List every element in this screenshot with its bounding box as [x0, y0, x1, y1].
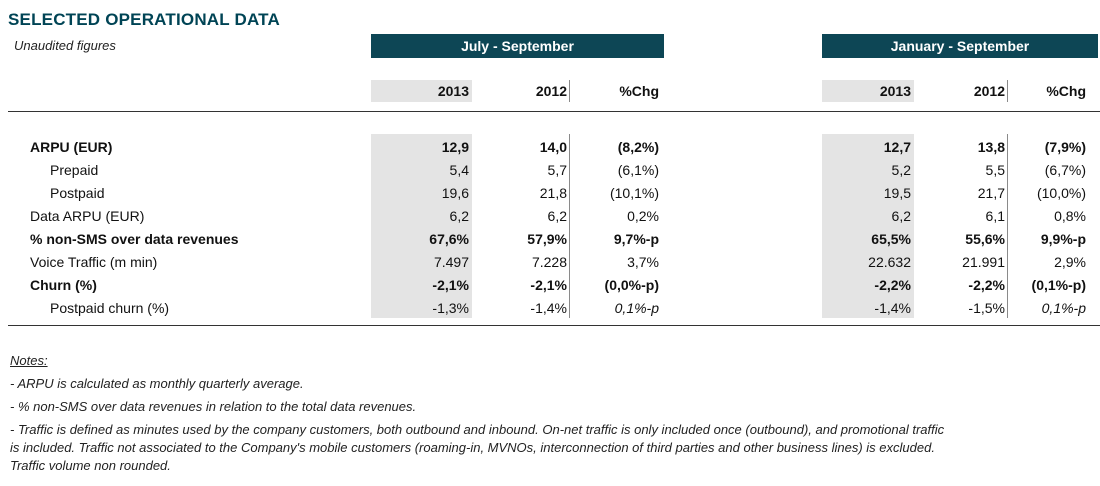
header-shade-ytd [822, 80, 914, 102]
cell-ytd-chg: (7,9%) [1044, 138, 1086, 155]
page-title: SELECTED OPERATIONAL DATA [8, 10, 280, 29]
row-label: Postpaid [50, 184, 105, 201]
period-band-ytd: January - September [822, 34, 1098, 58]
cell-ytd-2013: -1,4% [874, 299, 911, 316]
cell-ytd-chg: (6,7%) [1044, 161, 1086, 178]
cell-ytd-2013: -2,2% [874, 276, 911, 293]
cell-q-chg: (10,1%) [609, 184, 659, 201]
cell-ytd-2012: 21,7 [977, 184, 1005, 201]
cell-q-2013: -2,1% [432, 276, 469, 293]
table-top-rule [8, 111, 1100, 112]
row-label: % non-SMS over data revenues [30, 230, 239, 247]
cell-ytd-2012: -2,2% [968, 276, 1005, 293]
cell-ytd-chg: 0,8% [1054, 207, 1086, 224]
cell-q-2013: 67,6% [429, 230, 469, 247]
cell-q-chg: (0,0%-p) [604, 276, 659, 293]
header-2012-ytd: 2012 [973, 83, 1005, 99]
row-label: Data ARPU (EUR) [30, 207, 145, 224]
header-separator-q [569, 80, 570, 102]
note-line: - Traffic is defined as minutes used by … [10, 422, 945, 437]
cell-q-chg: 0,1%-p [614, 299, 659, 316]
cell-q-2012: 6,2 [547, 207, 567, 224]
cell-q-2012: 5,7 [547, 161, 567, 178]
cell-ytd-2012: 55,6% [965, 230, 1005, 247]
cell-q-chg: (6,1%) [617, 161, 659, 178]
column-separator-ytd [1007, 134, 1008, 318]
cell-q-chg: 9,7%-p [613, 230, 659, 247]
header-chg-ytd: %Chg [1046, 83, 1086, 99]
cell-ytd-2013: 19,5 [883, 184, 911, 201]
note-line: - ARPU is calculated as monthly quarterl… [10, 376, 304, 391]
cell-q-2012: -1,4% [530, 299, 567, 316]
row-label: ARPU (EUR) [30, 138, 113, 155]
page-subtitle: Unaudited figures [14, 38, 116, 53]
cell-ytd-2013: 6,2 [891, 207, 911, 224]
header-2013-q: 2013 [437, 83, 469, 99]
cell-q-chg: 0,2% [627, 207, 659, 224]
cell-q-chg: 3,7% [627, 253, 659, 270]
cell-ytd-chg: 2,9% [1054, 253, 1086, 270]
row-label: Postpaid churn (%) [50, 299, 170, 316]
cell-ytd-2012: 5,5 [985, 161, 1005, 178]
cell-ytd-2012: 21.991 [962, 253, 1005, 270]
cell-ytd-2012: -1,5% [968, 299, 1005, 316]
cell-q-2012: 21,8 [539, 184, 567, 201]
row-label: Voice Traffic (m min) [30, 253, 158, 270]
notes-section: Notes: - ARPU is calculated as monthly q… [10, 352, 1095, 475]
note-line: - % non-SMS over data revenues in relati… [10, 399, 417, 414]
header-separator-ytd [1007, 80, 1008, 102]
note-line: Traffic volume non rounded. [10, 458, 171, 473]
cell-q-2013: 12,9 [441, 138, 469, 155]
cell-q-2012: 14,0 [539, 138, 567, 155]
cell-q-2013: 7.497 [433, 253, 469, 270]
header-2013-ytd: 2013 [879, 83, 911, 99]
cell-ytd-2013: 12,7 [883, 138, 911, 155]
cell-q-chg: (8,2%) [617, 138, 659, 155]
cell-ytd-2013: 22.632 [868, 253, 911, 270]
column-shade-q [371, 134, 472, 318]
cell-ytd-2013: 65,5% [871, 230, 911, 247]
header-2012-q: 2012 [535, 83, 567, 99]
cell-q-2012: -2,1% [530, 276, 567, 293]
cell-ytd-2013: 5,2 [891, 161, 911, 178]
table-bottom-rule [8, 325, 1100, 326]
cell-ytd-chg: 0,1%-p [1041, 299, 1086, 316]
cell-q-2012: 57,9% [527, 230, 567, 247]
notes-title: Notes: [10, 353, 48, 368]
column-separator-q [569, 134, 570, 318]
cell-ytd-chg: 9,9%-p [1040, 230, 1086, 247]
cell-q-2013: -1,3% [432, 299, 469, 316]
cell-ytd-2012: 6,1 [985, 207, 1005, 224]
row-label: Prepaid [50, 161, 99, 178]
cell-q-2013: 6,2 [449, 207, 469, 224]
row-label: Churn (%) [30, 276, 97, 293]
header-shade-q [371, 80, 472, 102]
cell-ytd-chg: (0,1%-p) [1031, 276, 1086, 293]
cell-q-2013: 5,4 [449, 161, 469, 178]
cell-q-2013: 19,6 [441, 184, 469, 201]
header-chg-q: %Chg [619, 83, 659, 99]
cell-q-2012: 7.228 [531, 253, 567, 270]
cell-ytd-chg: (10,0%) [1036, 184, 1086, 201]
note-line: is included. Traffic not associated to t… [10, 440, 935, 455]
cell-ytd-2012: 13,8 [977, 138, 1005, 155]
period-band-quarter: July - September [371, 34, 664, 58]
column-shade-ytd [822, 134, 914, 318]
